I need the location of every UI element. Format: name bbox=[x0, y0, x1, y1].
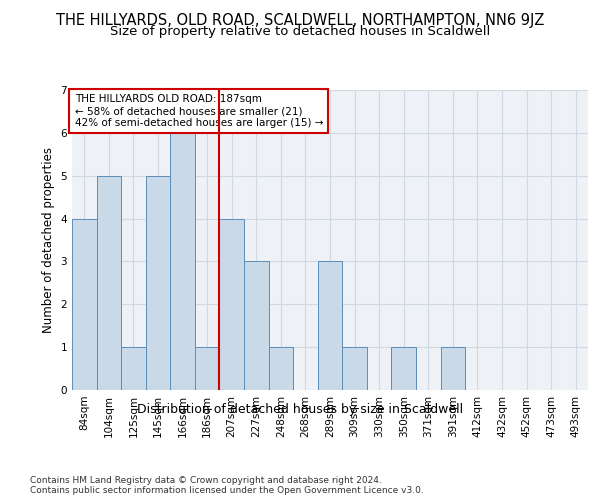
Bar bbox=[170, 133, 195, 390]
Bar bbox=[318, 262, 342, 390]
Bar bbox=[342, 347, 367, 390]
Bar bbox=[146, 176, 170, 390]
Bar bbox=[269, 347, 293, 390]
Text: Contains HM Land Registry data © Crown copyright and database right 2024.
Contai: Contains HM Land Registry data © Crown c… bbox=[30, 476, 424, 495]
Text: THE HILLYARDS OLD ROAD: 187sqm
← 58% of detached houses are smaller (21)
42% of : THE HILLYARDS OLD ROAD: 187sqm ← 58% of … bbox=[74, 94, 323, 128]
Bar bbox=[220, 218, 244, 390]
Bar bbox=[195, 347, 220, 390]
Text: Distribution of detached houses by size in Scaldwell: Distribution of detached houses by size … bbox=[137, 402, 463, 415]
Bar bbox=[121, 347, 146, 390]
Bar bbox=[72, 218, 97, 390]
Text: THE HILLYARDS, OLD ROAD, SCALDWELL, NORTHAMPTON, NN6 9JZ: THE HILLYARDS, OLD ROAD, SCALDWELL, NORT… bbox=[56, 12, 544, 28]
Bar bbox=[391, 347, 416, 390]
Bar bbox=[97, 176, 121, 390]
Bar bbox=[244, 262, 269, 390]
Y-axis label: Number of detached properties: Number of detached properties bbox=[42, 147, 55, 333]
Text: Size of property relative to detached houses in Scaldwell: Size of property relative to detached ho… bbox=[110, 25, 490, 38]
Bar bbox=[440, 347, 465, 390]
